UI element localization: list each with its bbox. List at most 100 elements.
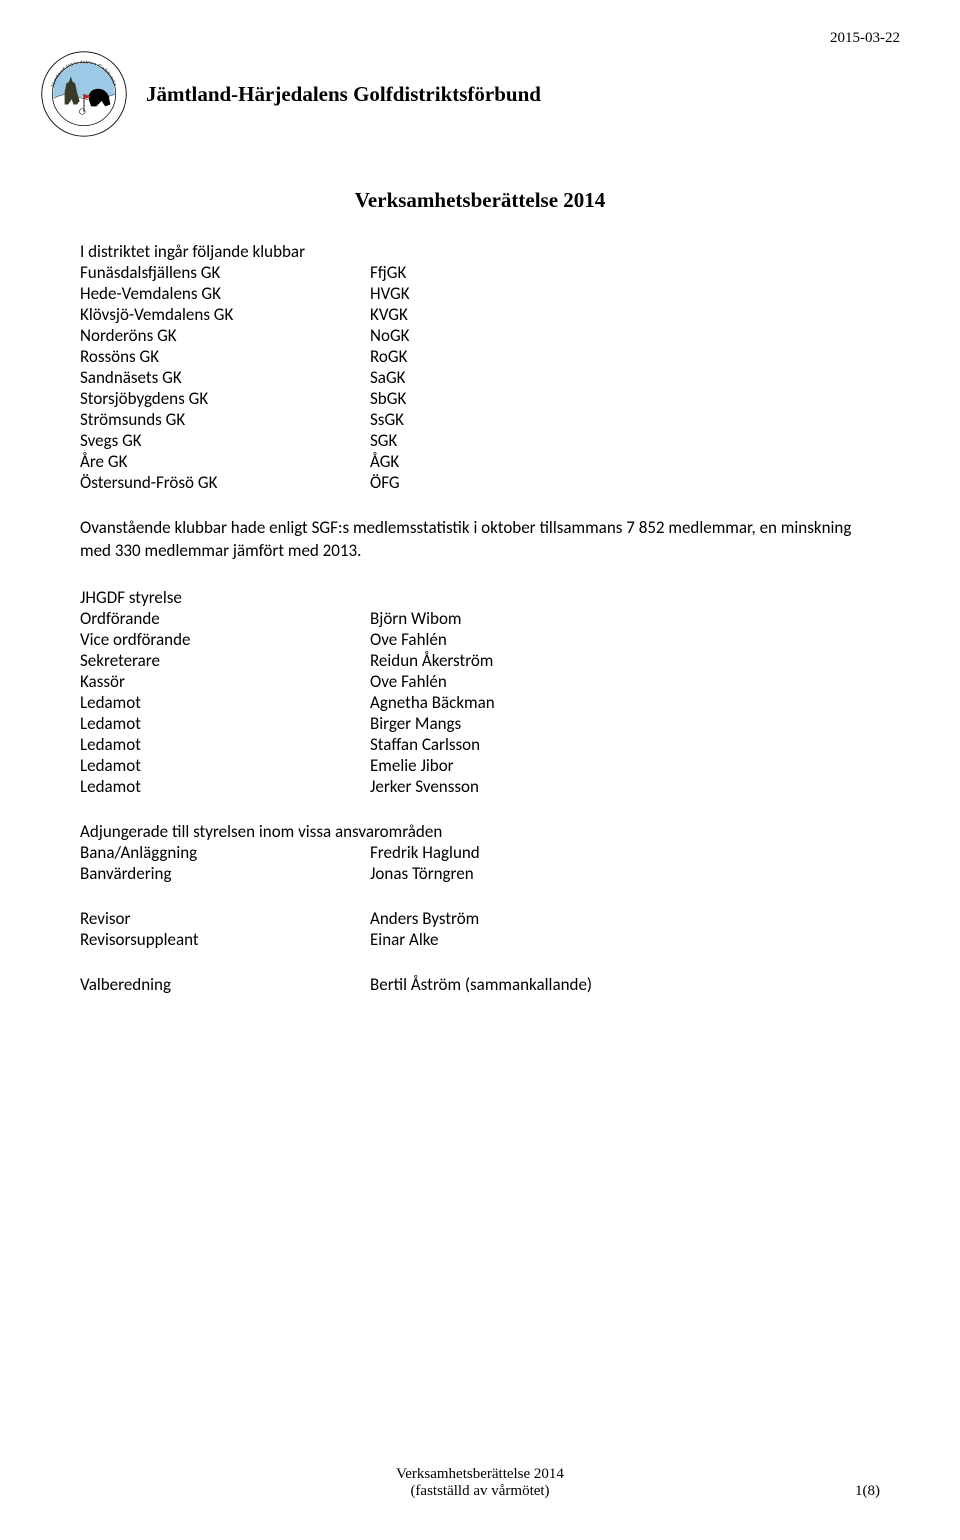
- adjunct-right: Jonas Törngren: [370, 863, 880, 884]
- club-left: Östersund-Frösö GK: [80, 472, 370, 493]
- board-row: LedamotJerker Svensson: [80, 776, 880, 797]
- nomination-section: ValberedningBertil Åström (sammankalland…: [80, 974, 880, 995]
- board-left: Ledamot: [80, 713, 370, 734]
- club-right: NoGK: [370, 325, 880, 346]
- board-list: OrdförandeBjörn WibomVice ordförandeOve …: [80, 608, 880, 797]
- auditor-left: Revisorsuppleant: [80, 929, 370, 950]
- auditor-right: Anders Byström: [370, 908, 880, 929]
- org-logo: Jämtland-Härjedalens Golfdistrikt: [40, 50, 128, 138]
- club-row: Storsjöbygdens GKSbGK: [80, 388, 880, 409]
- board-row: LedamotAgnetha Bäckman: [80, 692, 880, 713]
- club-row: Östersund-Frösö GKÖFG: [80, 472, 880, 493]
- club-row: Svegs GKSGK: [80, 430, 880, 451]
- board-section: JHGDF styrelse OrdförandeBjörn WibomVice…: [80, 587, 880, 797]
- auditor-right: Einar Alke: [370, 929, 880, 950]
- club-right: KVGK: [370, 304, 880, 325]
- club-row: Sandnäsets GKSaGK: [80, 367, 880, 388]
- club-left: Klövsjö-Vemdalens GK: [80, 304, 370, 325]
- club-right: FfjGK: [370, 262, 880, 283]
- club-left: Svegs GK: [80, 430, 370, 451]
- adjunct-row: BanvärderingJonas Törngren: [80, 863, 880, 884]
- adjunct-right: Fredrik Haglund: [370, 842, 880, 863]
- auditor-row: RevisorsuppleantEinar Alke: [80, 929, 880, 950]
- document-title: Verksamhetsberättelse 2014: [80, 188, 880, 213]
- club-left: Sandnäsets GK: [80, 367, 370, 388]
- adjunct-row: Bana/AnläggningFredrik Haglund: [80, 842, 880, 863]
- board-left: Vice ordförande: [80, 629, 370, 650]
- adjunct-heading: Adjungerade till styrelsen inom vissa an…: [80, 821, 880, 842]
- club-left: Norderöns GK: [80, 325, 370, 346]
- board-right: Ove Fahlén: [370, 629, 880, 650]
- club-right: RoGK: [370, 346, 880, 367]
- club-left: Strömsunds GK: [80, 409, 370, 430]
- auditor-left: Revisor: [80, 908, 370, 929]
- club-row: Strömsunds GKSsGK: [80, 409, 880, 430]
- club-right: SsGK: [370, 409, 880, 430]
- board-left: Ledamot: [80, 755, 370, 776]
- auditors-section: RevisorAnders ByströmRevisorsuppleantEin…: [80, 908, 880, 950]
- board-right: Jerker Svensson: [370, 776, 880, 797]
- adjunct-list: Bana/AnläggningFredrik HaglundBanvärderi…: [80, 842, 880, 884]
- board-right: Reidun Åkerström: [370, 650, 880, 671]
- board-row: SekreterareReidun Åkerström: [80, 650, 880, 671]
- footer: Verksamhetsberättelse 2014 (fastställd a…: [0, 1466, 960, 1500]
- board-left: Ledamot: [80, 734, 370, 755]
- board-left: Ledamot: [80, 776, 370, 797]
- footer-page-number: 1(8): [855, 1483, 880, 1500]
- board-left: Ordförande: [80, 608, 370, 629]
- club-row: Funäsdalsfjällens GKFfjGK: [80, 262, 880, 283]
- board-row: KassörOve Fahlén: [80, 671, 880, 692]
- board-left: Sekreterare: [80, 650, 370, 671]
- nomination-left: Valberedning: [80, 974, 370, 995]
- board-right: Emelie Jibor: [370, 755, 880, 776]
- auditors-list: RevisorAnders ByströmRevisorsuppleantEin…: [80, 908, 880, 950]
- auditor-row: RevisorAnders Byström: [80, 908, 880, 929]
- clubs-intro: I distriktet ingår följande klubbar: [80, 241, 880, 262]
- club-row: Åre GKÅGK: [80, 451, 880, 472]
- club-left: Hede-Vemdalens GK: [80, 283, 370, 304]
- board-row: LedamotBirger Mangs: [80, 713, 880, 734]
- board-heading: JHGDF styrelse: [80, 587, 880, 608]
- board-right: Staffan Carlsson: [370, 734, 880, 755]
- board-right: Agnetha Bäckman: [370, 692, 880, 713]
- club-row: Rossöns GKRoGK: [80, 346, 880, 367]
- adjunct-section: Adjungerade till styrelsen inom vissa an…: [80, 821, 880, 884]
- board-row: LedamotStaffan Carlsson: [80, 734, 880, 755]
- club-right: ÅGK: [370, 451, 880, 472]
- board-left: Kassör: [80, 671, 370, 692]
- header: Jämtland-Härjedalens Golfdistrikt Jämtla…: [80, 50, 880, 138]
- nomination-list: ValberedningBertil Åström (sammankalland…: [80, 974, 880, 995]
- footer-line1: Verksamhetsberättelse 2014: [396, 1466, 564, 1482]
- club-right: HVGK: [370, 283, 880, 304]
- club-row: Klövsjö-Vemdalens GKKVGK: [80, 304, 880, 325]
- club-right: ÖFG: [370, 472, 880, 493]
- clubs-section: I distriktet ingår följande klubbar Funä…: [80, 241, 880, 493]
- adjunct-left: Banvärdering: [80, 863, 370, 884]
- page: 2015-03-22 Jämtland-Härjedalens Golfdist…: [0, 0, 960, 1540]
- board-row: OrdförandeBjörn Wibom: [80, 608, 880, 629]
- date-top-right: 2015-03-22: [830, 30, 900, 47]
- nomination-right: Bertil Åström (sammankallande): [370, 974, 880, 995]
- club-left: Åre GK: [80, 451, 370, 472]
- board-right: Ove Fahlén: [370, 671, 880, 692]
- stats-paragraph: Ovanstående klubbar hade enligt SGF:s me…: [80, 517, 880, 563]
- clubs-list: Funäsdalsfjällens GKFfjGKHede-Vemdalens …: [80, 262, 880, 493]
- club-row: Hede-Vemdalens GKHVGK: [80, 283, 880, 304]
- club-left: Storsjöbygdens GK: [80, 388, 370, 409]
- footer-center: Verksamhetsberättelse 2014 (fastställd a…: [396, 1466, 564, 1500]
- club-left: Rossöns GK: [80, 346, 370, 367]
- club-left: Funäsdalsfjällens GK: [80, 262, 370, 283]
- board-right: Birger Mangs: [370, 713, 880, 734]
- footer-line2: (fastställd av vårmötet): [410, 1483, 549, 1499]
- org-title: Jämtland-Härjedalens Golfdistriktsförbun…: [146, 82, 541, 107]
- club-row: Norderöns GKNoGK: [80, 325, 880, 346]
- board-row: LedamotEmelie Jibor: [80, 755, 880, 776]
- club-right: SbGK: [370, 388, 880, 409]
- board-left: Ledamot: [80, 692, 370, 713]
- club-right: SGK: [370, 430, 880, 451]
- adjunct-left: Bana/Anläggning: [80, 842, 370, 863]
- board-row: Vice ordförandeOve Fahlén: [80, 629, 880, 650]
- club-right: SaGK: [370, 367, 880, 388]
- board-right: Björn Wibom: [370, 608, 880, 629]
- nomination-row: ValberedningBertil Åström (sammankalland…: [80, 974, 880, 995]
